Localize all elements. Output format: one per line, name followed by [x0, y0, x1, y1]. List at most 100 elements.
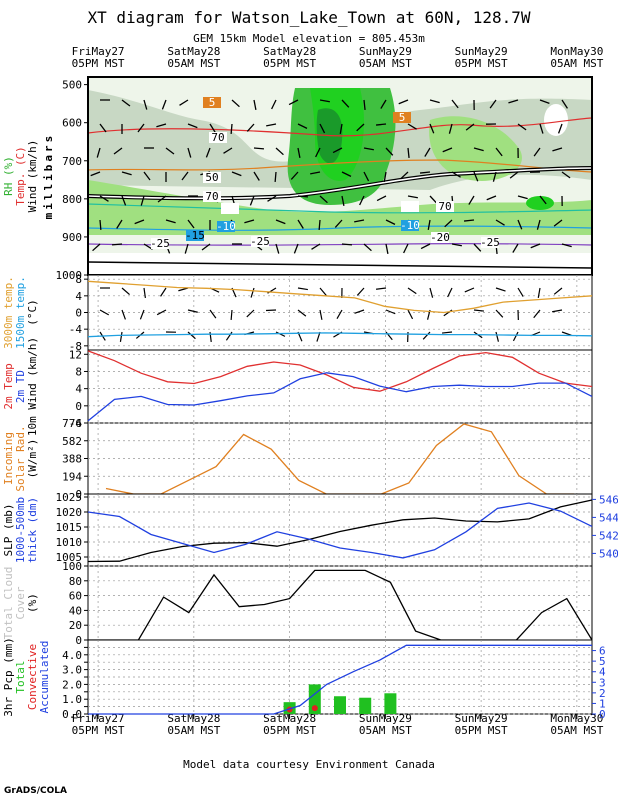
contour-label-bg [186, 230, 204, 241]
y-axis-label: thick (dm) [26, 497, 39, 563]
wind-barb [375, 123, 387, 126]
contour-line-3 [87, 225, 593, 231]
wind-barb [275, 147, 284, 156]
wind-barb [246, 309, 255, 318]
y-tick-label-right: 4 [599, 666, 606, 679]
y-tick-label: 40 [69, 604, 82, 617]
y-axis-label: 10m Wind (km/h) [26, 337, 39, 436]
wind-barb [134, 219, 145, 225]
wind-barb [427, 219, 431, 230]
y-tick-label: 600 [62, 117, 82, 130]
wind-barb [486, 195, 497, 201]
wind-barb [230, 123, 233, 135]
y-tick-label-right: 544 [599, 511, 618, 524]
wind-barb [537, 287, 541, 298]
wind-barb [561, 99, 568, 109]
y-tick-label: 4 [75, 383, 82, 396]
wind-barb [113, 147, 123, 155]
contour-line-0 [87, 117, 593, 137]
rh-region-dry [544, 104, 568, 136]
contour-label: -15 [185, 229, 205, 242]
y-axis-label: Wind (km/h) [26, 140, 39, 213]
wind-barb [447, 287, 453, 298]
y-tick-label: 1020 [56, 506, 83, 519]
wind-barb [165, 147, 175, 155]
y-tick-label-right: 540 [599, 547, 618, 560]
time-label-time-bottom: 05PM MST [72, 724, 125, 737]
y-axis-label: Temp. (C) [14, 146, 27, 206]
y-tick-label: 0 [75, 400, 82, 413]
wind-barb [385, 243, 389, 254]
contour-label: 70 [211, 131, 224, 144]
wind-barb [363, 147, 374, 151]
y-tick-label: 900 [62, 231, 82, 244]
wind-barb [253, 147, 265, 150]
wind-barb [156, 123, 167, 128]
chart-title: XT diagram for Watson_Lake_Town at 60N, … [87, 8, 531, 27]
y-tick-label: 4.0 [62, 649, 82, 662]
rh-region-blob [526, 196, 554, 210]
time-label-time-top: 05AM MST [550, 57, 603, 70]
wind-barb [271, 99, 277, 110]
y-tick-label: 1015 [56, 521, 83, 534]
wind-barb [336, 309, 343, 319]
wind-barb [533, 147, 541, 157]
wind-barb [99, 219, 102, 231]
y-tick-label: 1000 [56, 269, 83, 282]
wind-barb [509, 171, 519, 179]
wind-barb [319, 123, 326, 134]
wind-barb [561, 171, 571, 179]
wind-barb [407, 123, 417, 130]
wind-barb [315, 147, 321, 158]
wind-barb [383, 171, 387, 182]
wind-barb [178, 287, 189, 292]
wind-barb [253, 99, 257, 110]
contour-line-2 [87, 203, 593, 214]
contour-label-bg [401, 201, 419, 212]
wind-barb [363, 99, 366, 111]
y-tick-label-right: 5 [599, 655, 606, 668]
wind-barb [231, 171, 242, 177]
y-tick-label-right: 1 [599, 697, 606, 710]
bar-total-precip [359, 697, 372, 714]
y-tick-label: 388 [62, 453, 82, 466]
wind-barb [441, 331, 453, 334]
below-ground [88, 253, 592, 275]
wind-barb [319, 195, 328, 204]
contour-label-bg [431, 232, 449, 243]
wind-barb [99, 195, 109, 202]
wind-barb [116, 219, 123, 229]
wind-barb [274, 171, 277, 183]
wind-barb [160, 287, 167, 297]
y-tick-label-right: 6 [599, 645, 606, 658]
wind-barb [429, 195, 438, 204]
wind-barb [420, 243, 431, 250]
wind-barb [246, 123, 255, 132]
y-tick-label: -4 [69, 323, 83, 336]
wind-barb [464, 287, 475, 293]
bar-total-precip [334, 696, 346, 714]
y-axis-label: Total [14, 660, 27, 693]
wind-barb [290, 171, 299, 180]
wind-barb [318, 219, 321, 231]
y-axis-label: Accumulated [38, 641, 51, 714]
contour-label: 5 [209, 96, 216, 109]
wind-barb [249, 195, 255, 206]
y-axis-label: 1000-500mb [14, 497, 27, 563]
series-slp [87, 499, 593, 563]
contour-label: -5 [403, 200, 416, 213]
series-3000m-temp [87, 280, 593, 314]
wind-barb [495, 219, 505, 226]
y-tick-label: -4 [69, 417, 83, 430]
wind-barb [179, 99, 189, 106]
wind-barb [319, 99, 330, 103]
y-axis-label-units: millibars [42, 133, 55, 220]
time-label-time-top: 05AM MST [359, 57, 412, 70]
data-credit: Model data courtesy Environment Canada [183, 758, 435, 771]
wind-barb [341, 171, 352, 177]
wind-barb [539, 123, 544, 134]
wind-barb [385, 309, 396, 315]
y-tick-label-right: 542 [599, 529, 618, 542]
wind-barb [468, 195, 475, 205]
y-axis-label: (°C) [26, 299, 39, 326]
